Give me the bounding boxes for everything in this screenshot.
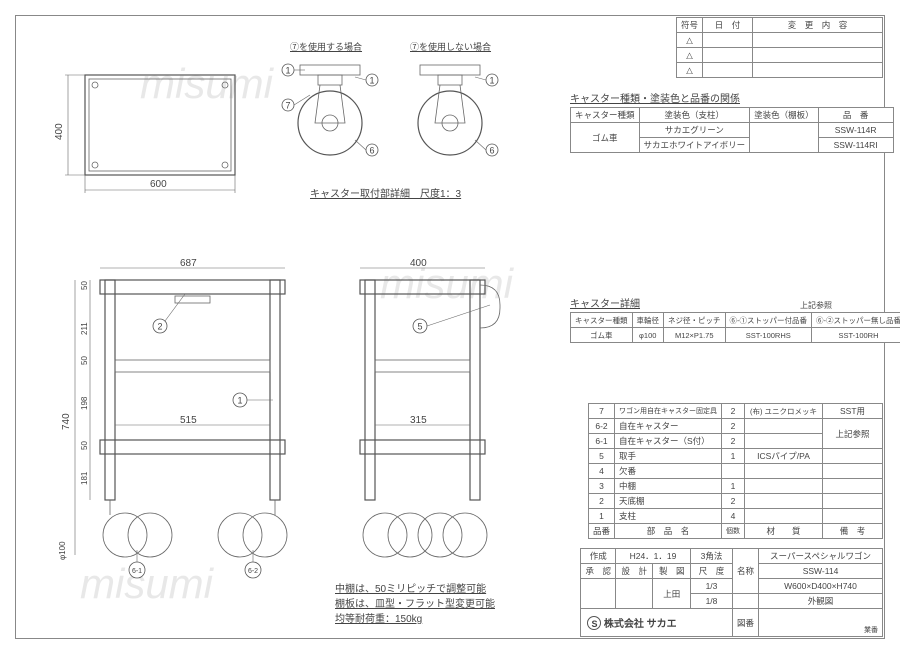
caster-notuse-label: ⑦を使用しない場合 [410,40,491,53]
svg-text:50: 50 [80,441,89,450]
side-elevation: 400 5 315 [335,260,525,590]
svg-text:6-1: 6-1 [132,568,142,575]
svg-text:1: 1 [489,75,494,85]
caster-relation-title: キャスター種類・塗装色と品番の関係 [570,90,740,105]
svg-text:6-2: 6-2 [248,568,258,575]
logo-icon: S [587,616,601,630]
note-line-3: 均等耐荷重：150kg [335,610,495,625]
svg-text:50: 50 [80,281,89,290]
svg-text:6: 6 [489,145,494,155]
front-elevation: 687 2 1 6-1 6-2 740 50 211 50 198 50 181… [55,260,315,590]
svg-text:50: 50 [80,356,89,365]
top-plan-view: 600 400 [60,60,260,220]
svg-text:198: 198 [80,396,89,410]
svg-text:2: 2 [157,321,162,331]
rev-hdr-symbol: 符号 [676,18,702,33]
caster-spec-note: 上記参照 [800,300,832,311]
note-line-1: 中棚は、50ミリピッチで調整可能 [335,580,495,595]
caster-spec-table: キャスター種類 車輪径 ネジ径・ピッチ ⑥-①ストッパー付品番 ⑥-②ストッパー… [570,312,900,343]
company-name: 株式会社 サカエ [604,619,677,630]
svg-text:1: 1 [369,75,374,85]
svg-text:φ100: φ100 [58,541,67,560]
svg-text:181: 181 [80,471,89,485]
note-line-2: 棚板は、皿型・フラット型変更可能 [335,595,495,610]
svg-text:1: 1 [237,395,242,405]
dim-depth: 400 [54,123,65,140]
svg-text:740: 740 [61,413,72,430]
revision-table: 符号 日 付 変 更 内 容 △ △ △ [676,17,883,78]
rev-hdr-desc: 変 更 内 容 [753,18,883,33]
rev-hdr-date: 日 付 [703,18,753,33]
caster-use-label: ⑦を使用する場合 [290,40,362,53]
title-block: 作成 H24．1．19 3角法 名称 スーパースペシャルワゴン 承 認 設 計 … [580,548,883,637]
svg-text:687: 687 [180,258,197,269]
caster-spec-title: キャスター詳細 [570,295,640,310]
svg-text:7: 7 [285,100,290,110]
caster-detail-title: キャスター取付部詳細 尺度1：3 [310,185,461,200]
dim-width: 600 [150,179,167,190]
caster-relation-table: キャスター種類 塗装色（支柱） 塗装色（棚板） 品 番 ゴム車 サカエグリーン … [570,107,894,153]
bom-table: 7ワゴン用自在キャスター固定具2(布) ユニクロメッキSST用 6-2自在キャス… [588,403,883,539]
caster-detail-view: 1 7 1 6 1 6 [280,55,530,195]
svg-text:6: 6 [369,145,374,155]
svg-text:400: 400 [410,258,427,269]
svg-text:211: 211 [80,322,89,335]
svg-text:515: 515 [180,415,197,426]
svg-text:1: 1 [285,65,290,75]
svg-text:315: 315 [410,415,427,426]
svg-text:5: 5 [417,321,422,331]
